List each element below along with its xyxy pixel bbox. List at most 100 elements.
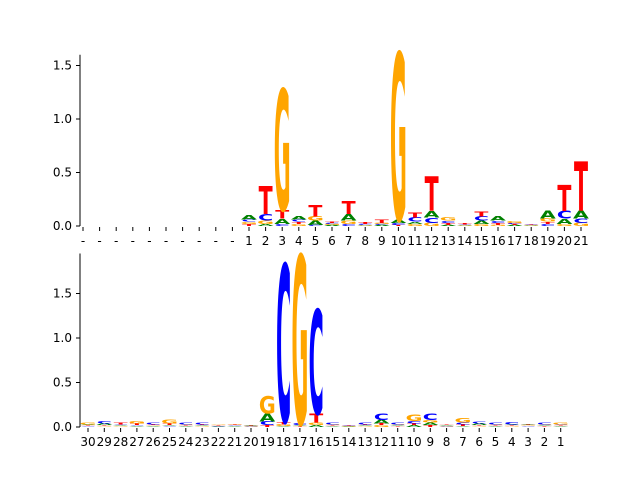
logo-letter-c: C <box>488 422 503 425</box>
logo-letter-g: G <box>275 424 292 427</box>
x-tick-label: - <box>230 234 234 248</box>
logo-letter-c: C <box>390 422 405 425</box>
logo-letter-g: G <box>291 209 308 478</box>
logo-letter-g: G <box>539 218 556 223</box>
logo-letter-g: G <box>556 223 573 226</box>
logo-letter-a: A <box>227 426 244 427</box>
logo-letter-c: C <box>113 424 128 425</box>
logo-letter-c: C <box>537 422 552 425</box>
x-tick-label: - <box>97 234 101 248</box>
logo-letter-g: G <box>194 426 211 427</box>
logo-letter-t: T <box>407 423 421 426</box>
logo-letter-g: G <box>454 417 471 424</box>
logo-letter-c: C <box>80 426 95 427</box>
logo-letter-t: T <box>228 424 242 425</box>
x-tick-label: 15 <box>474 234 489 248</box>
logo-letter-t: T <box>211 425 225 426</box>
y-tick-label: 0.0 <box>53 420 72 434</box>
logo-letter-a: A <box>520 424 537 425</box>
logo-letter-g: G <box>226 423 243 424</box>
logo-panel-2: 0.00.51.01.530 29 28 27 26 25 24 23 22 21 20 19 18 17… <box>53 209 570 478</box>
logo-letter-t: T <box>195 424 209 425</box>
logo-letter-a: A <box>210 427 227 428</box>
logo-letter-g: G <box>536 424 553 425</box>
logo-letter-c: C <box>324 223 339 225</box>
logo-letter-g: G <box>357 426 374 427</box>
x-tick-label: 25 <box>162 435 177 449</box>
logo-letter-c: C <box>146 422 161 425</box>
x-tick-label: 10 <box>406 435 421 449</box>
logo-letter-c: C <box>178 422 193 425</box>
x-tick-label: 4 <box>295 234 303 248</box>
logo-letter-t: T <box>375 219 390 224</box>
logo-letter-a: A <box>424 209 441 220</box>
logo-letter-g: G <box>438 427 455 428</box>
logo-letter-a: A <box>307 219 323 226</box>
x-tick-label: 1 <box>245 234 253 248</box>
logo-letter-g: G <box>503 426 520 427</box>
logo-letter-c: C <box>97 420 112 424</box>
logo-letter-g: G <box>456 225 473 226</box>
logo-letter-g: G <box>290 223 307 226</box>
logo-letter-g: G <box>406 413 423 423</box>
logo-letter-g: G <box>471 426 488 427</box>
logo-letter-c: C <box>557 209 572 221</box>
logo-letter-a: A <box>243 426 260 427</box>
logo-letter-g: G <box>390 8 407 274</box>
logo-letter-a: A <box>129 426 146 427</box>
logo-letter-g: G <box>96 426 113 427</box>
x-tick-label: 28 <box>113 435 128 449</box>
logo-letter-g: G <box>487 424 504 425</box>
logo-letter-c: C <box>341 426 356 427</box>
x-tick-label: 5 <box>312 234 320 248</box>
logo-letter-t: T <box>292 221 306 224</box>
x-tick-label: - <box>164 234 168 248</box>
logo-letter-g: G <box>324 224 341 226</box>
logo-letter-a: A <box>357 425 374 426</box>
logo-letter-t: T <box>408 211 423 220</box>
x-tick-label: 27 <box>129 435 144 449</box>
logo-letter-a: A <box>274 217 290 226</box>
logo-letter-t: T <box>423 425 437 428</box>
logo-letter-t: T <box>458 223 472 225</box>
x-tick-label: 13 <box>357 435 372 449</box>
logo-letter-t: T <box>440 424 454 425</box>
logo-letter-a: A <box>488 426 505 427</box>
logo-letter-c: C <box>308 225 323 227</box>
logo-letter-c: C <box>540 223 555 226</box>
logo-letter-a: A <box>291 215 308 220</box>
logo-letter-a: A <box>325 426 342 427</box>
logo-letter-t: T <box>146 424 160 425</box>
x-tick-label: 16 <box>490 234 505 248</box>
logo-letter-c: C <box>472 421 487 424</box>
logo-letter-t: T <box>456 424 470 427</box>
logo-letter-t: T <box>441 222 455 225</box>
logo-letter-a: A <box>507 225 524 227</box>
logo-letter-c: C <box>227 425 242 426</box>
logo-letter-g: G <box>308 422 325 426</box>
logo-letter-t: T <box>391 426 405 427</box>
x-tick-label: 14 <box>341 435 356 449</box>
logo-letter-c: C <box>341 223 356 226</box>
logo-letter-c: C <box>406 420 421 424</box>
logo-letter-g: G <box>112 426 129 427</box>
x-tick-label: 22 <box>211 435 226 449</box>
logo-letter-t: T <box>524 224 538 225</box>
logo-letter-c: C <box>325 422 340 425</box>
logo-letter-a: A <box>341 427 358 428</box>
x-tick-label: 20 <box>243 435 258 449</box>
x-tick-label: 3 <box>278 234 286 248</box>
x-tick-label: 11 <box>407 234 422 248</box>
x-tick-label: - <box>197 234 201 248</box>
logo-letter-c: C <box>374 412 389 422</box>
x-tick-label: 3 <box>524 435 532 449</box>
x-tick-label: 23 <box>194 435 209 449</box>
logo-letter-c: C <box>524 224 539 225</box>
logo-letter-t: T <box>163 423 177 426</box>
logo-letter-a: A <box>241 214 257 221</box>
logo-letter-g: G <box>340 426 357 427</box>
logo-letter-c: C <box>439 426 454 427</box>
logo-letter-c: C <box>195 422 210 425</box>
logo-letter-a: A <box>504 424 521 425</box>
